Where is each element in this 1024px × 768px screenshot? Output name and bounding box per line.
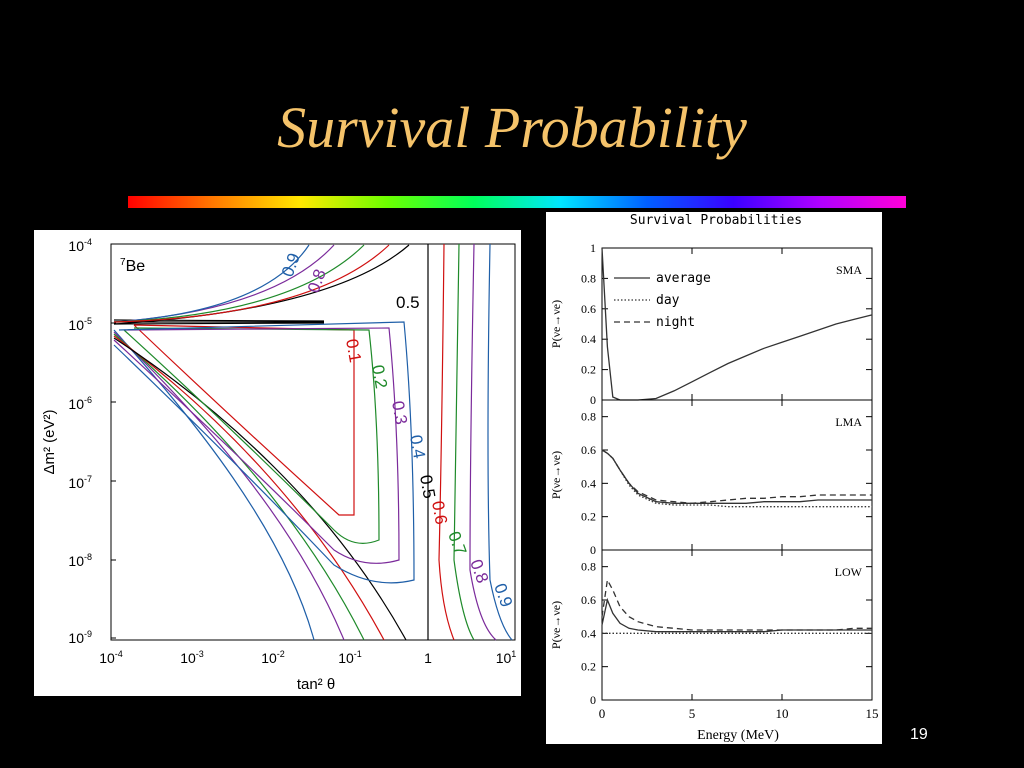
y-tick-labels: 10-4 10-5 10-6 10-7 10-8 10-9 xyxy=(68,237,92,646)
x-tick-label: 10-1 xyxy=(338,649,362,666)
y-tick-label: 0.2 xyxy=(581,510,596,524)
contour-0.2 xyxy=(123,327,380,544)
legend-label: average xyxy=(656,271,711,286)
y-tick-label: 0 xyxy=(590,693,596,707)
contour-label: 0.9 xyxy=(278,251,304,280)
panel-label: LMA xyxy=(835,415,862,429)
series-line-average xyxy=(601,247,873,401)
y-axis-label: P(νe→νe) xyxy=(549,601,563,649)
x-axis-label: Energy (MeV) xyxy=(697,728,779,743)
panel-frame xyxy=(601,399,873,551)
y-tick-label: 1 xyxy=(590,241,596,255)
y-tick-marks xyxy=(111,243,116,639)
contour-0.8-left xyxy=(113,331,345,641)
contour-label: 0.8 xyxy=(304,267,330,296)
x-tick-labels: 10-4 10-3 10-2 10-1 1 101 xyxy=(99,649,516,666)
survival-chart-panel: Survival Probabilities Energy (MeV) 0 0.2… xyxy=(546,212,882,744)
contour-plot-frame xyxy=(110,243,516,641)
x-tick-label: 15 xyxy=(866,706,879,721)
contour-0.8-right xyxy=(469,243,497,641)
series-line-night xyxy=(601,577,872,631)
contour-label: 0.7 xyxy=(444,529,470,558)
y-tick-label: 10-6 xyxy=(68,395,92,412)
panel-label: LOW xyxy=(835,565,863,579)
contour-0.7-right xyxy=(453,243,475,641)
y-tick-label: 0.4 xyxy=(581,332,596,346)
contour-0.7-left xyxy=(113,333,365,641)
panel-frame xyxy=(601,549,873,701)
y-axis-label: Δm² (eV²) xyxy=(41,409,58,474)
series-line-average xyxy=(601,597,872,633)
slide-title: Survival Probability xyxy=(277,95,747,160)
survival-chart: Survival Probabilities Energy (MeV) 0 0.2… xyxy=(549,213,879,743)
legend-label: day xyxy=(656,293,680,308)
contour-label: 0.5 xyxy=(396,293,420,312)
contour-0.1 xyxy=(133,324,355,516)
contour-0.5-upper xyxy=(113,244,410,325)
panel-label: SMA xyxy=(836,263,862,277)
y-tick-label: 10-9 xyxy=(68,629,92,646)
series-line-average xyxy=(601,449,872,504)
page-number: 19 xyxy=(910,726,928,743)
legend-label: night xyxy=(656,315,695,330)
contour-0.9-upper xyxy=(113,244,310,323)
x-tick-label: 10-3 xyxy=(180,649,204,666)
x-tick-label: 5 xyxy=(689,706,696,721)
contour-0.6-right xyxy=(438,243,455,641)
chart-title: Survival Probabilities xyxy=(630,213,802,228)
y-tick-label: 0 xyxy=(590,393,596,407)
y-tick-label: 10-7 xyxy=(68,474,92,491)
y-tick-label: 0.8 xyxy=(581,271,596,285)
y-tick-label: 0.8 xyxy=(581,560,596,574)
x-tick-label: 0 xyxy=(599,706,606,721)
contour-label: 0.3 xyxy=(388,399,411,426)
contour-0.9-right xyxy=(487,243,513,641)
y-tick-label: 10-4 xyxy=(68,237,92,254)
y-tick-label: 0.6 xyxy=(581,302,596,316)
x-axis-label: tan² θ xyxy=(297,676,335,693)
contour-0.6-left xyxy=(113,335,385,641)
contour-curves xyxy=(113,243,513,641)
contour-label: 0.1 xyxy=(342,337,365,364)
x-tick-label: 10-2 xyxy=(261,649,285,666)
y-axis-label: P(νe→νe) xyxy=(549,300,563,348)
y-tick-label: 0 xyxy=(590,543,596,557)
y-tick-label: 0.4 xyxy=(581,476,596,490)
x-tick-label: 1 xyxy=(424,650,432,666)
x-tick-label: 10 xyxy=(776,706,789,721)
contour-label: 0.8 xyxy=(466,557,492,586)
y-tick-label: 0.8 xyxy=(581,410,596,424)
contour-label: 0.2 xyxy=(368,363,391,390)
contour-0.4 xyxy=(113,321,415,584)
contour-label: 0.9 xyxy=(490,581,516,610)
series-line-day xyxy=(601,449,872,508)
contour-label: 0.6 xyxy=(428,499,451,526)
contour-0.5-left xyxy=(113,337,407,641)
x-tick-label: 10-4 xyxy=(99,649,123,666)
contour-plot-panel: 7Be 10-4 10-5 10-6 10-7 10-8 10-9 10-4 1… xyxy=(34,230,521,696)
contour-labels: 0.9 0.8 0.5 0.1 0.2 0.3 0.4 0.5 0.6 0.7 … xyxy=(278,251,516,610)
panel-frame xyxy=(601,247,873,401)
contour-0.3 xyxy=(113,327,400,564)
isotope-label: 7Be xyxy=(120,257,145,275)
x-tick-label: 101 xyxy=(496,649,517,666)
contour-label: 0.5 xyxy=(416,473,439,500)
y-axis-label: P(νe→νe) xyxy=(549,451,563,499)
y-tick-label: 0.2 xyxy=(581,660,596,674)
contour-plot: 7Be 10-4 10-5 10-6 10-7 10-8 10-9 10-4 1… xyxy=(41,237,516,693)
contour-0.9-left xyxy=(113,329,315,641)
y-tick-label: 0.6 xyxy=(581,443,596,457)
y-tick-label: 0.4 xyxy=(581,626,596,640)
y-tick-label: 10-5 xyxy=(68,316,92,333)
contour-label: 0.4 xyxy=(406,433,429,460)
y-tick-label: 10-8 xyxy=(68,552,92,569)
rainbow-divider xyxy=(128,196,906,208)
y-tick-label: 0.6 xyxy=(581,593,596,607)
y-tick-label: 0.2 xyxy=(581,363,596,377)
